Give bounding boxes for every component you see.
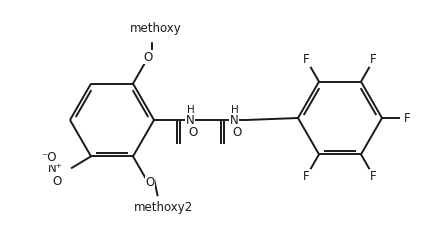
Text: H: H (187, 105, 195, 115)
Text: F: F (303, 53, 310, 67)
Text: H: H (231, 105, 239, 115)
Text: O: O (52, 175, 61, 188)
Text: F: F (303, 170, 310, 182)
Text: ⁻O: ⁻O (41, 151, 57, 164)
Text: O: O (143, 51, 152, 64)
Text: methoxy: methoxy (130, 22, 182, 35)
Text: O: O (232, 125, 241, 139)
Text: methoxy2: methoxy2 (134, 201, 193, 214)
Text: O: O (145, 176, 155, 189)
Text: F: F (404, 112, 410, 125)
Text: N: N (186, 113, 194, 127)
Text: F: F (370, 170, 377, 182)
Text: N⁺: N⁺ (48, 162, 63, 175)
Text: F: F (370, 53, 377, 67)
Text: O: O (188, 125, 197, 139)
Text: N: N (229, 113, 239, 127)
